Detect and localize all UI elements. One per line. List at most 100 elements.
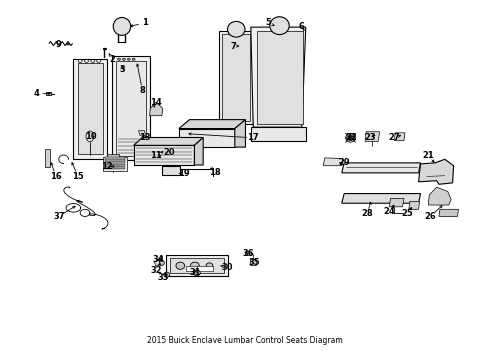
Text: 8: 8 — [139, 86, 145, 95]
Text: 13: 13 — [139, 133, 150, 142]
Polygon shape — [140, 149, 177, 154]
Polygon shape — [107, 154, 119, 166]
Text: 21: 21 — [422, 151, 433, 160]
Text: 14: 14 — [150, 98, 162, 107]
Polygon shape — [222, 33, 250, 121]
Text: 1: 1 — [142, 18, 147, 27]
Ellipse shape — [348, 135, 352, 138]
Text: 2: 2 — [109, 55, 115, 64]
Polygon shape — [105, 163, 124, 165]
Ellipse shape — [176, 262, 184, 269]
Bar — [186, 266, 212, 271]
Text: 35: 35 — [248, 258, 260, 267]
Polygon shape — [105, 157, 124, 158]
Text: 3: 3 — [119, 66, 124, 75]
Polygon shape — [427, 187, 450, 205]
Polygon shape — [133, 145, 194, 165]
Polygon shape — [105, 161, 124, 163]
Polygon shape — [257, 31, 302, 123]
Polygon shape — [393, 133, 404, 141]
Text: 24: 24 — [383, 207, 394, 216]
Text: 27: 27 — [387, 133, 399, 142]
Text: 22: 22 — [345, 133, 357, 142]
Ellipse shape — [84, 60, 88, 63]
Polygon shape — [154, 258, 163, 266]
Polygon shape — [105, 168, 124, 169]
Text: 5: 5 — [264, 18, 270, 27]
Polygon shape — [112, 56, 149, 160]
Ellipse shape — [113, 18, 130, 35]
Ellipse shape — [78, 60, 82, 63]
Polygon shape — [365, 132, 379, 141]
Ellipse shape — [190, 262, 199, 269]
Ellipse shape — [159, 260, 164, 265]
Ellipse shape — [132, 58, 135, 60]
Text: 6: 6 — [298, 22, 304, 31]
Polygon shape — [250, 27, 305, 127]
Polygon shape — [341, 194, 420, 203]
Text: 32: 32 — [150, 266, 162, 275]
Polygon shape — [116, 61, 145, 156]
Polygon shape — [105, 159, 124, 161]
Polygon shape — [133, 138, 203, 145]
Polygon shape — [408, 202, 419, 209]
Text: 7: 7 — [230, 41, 236, 50]
Bar — [46, 92, 51, 95]
Ellipse shape — [350, 136, 354, 139]
Text: 26: 26 — [424, 212, 435, 221]
Ellipse shape — [163, 272, 169, 277]
Ellipse shape — [348, 138, 352, 141]
Polygon shape — [103, 157, 126, 171]
Text: 10: 10 — [85, 132, 97, 141]
Ellipse shape — [97, 60, 101, 63]
Polygon shape — [179, 120, 245, 129]
Polygon shape — [162, 166, 180, 175]
Polygon shape — [250, 259, 256, 265]
Polygon shape — [341, 163, 420, 173]
Text: 9: 9 — [56, 40, 61, 49]
Text: 33: 33 — [157, 273, 168, 282]
Text: 29: 29 — [338, 158, 349, 167]
Text: 17: 17 — [247, 133, 259, 142]
Ellipse shape — [269, 17, 288, 35]
Text: 16: 16 — [50, 172, 61, 181]
Polygon shape — [179, 129, 234, 147]
Text: 36: 36 — [242, 249, 254, 258]
Text: 34: 34 — [152, 255, 163, 264]
Polygon shape — [138, 131, 146, 138]
Text: 18: 18 — [208, 168, 220, 177]
Ellipse shape — [117, 58, 120, 60]
Polygon shape — [245, 251, 251, 255]
Polygon shape — [250, 127, 305, 141]
Ellipse shape — [346, 136, 350, 139]
Polygon shape — [418, 159, 453, 184]
Ellipse shape — [122, 58, 125, 60]
Text: 19: 19 — [178, 169, 189, 178]
Text: 2015 Buick Enclave Lumbar Control Seats Diagram: 2015 Buick Enclave Lumbar Control Seats … — [146, 336, 342, 345]
Text: 11: 11 — [150, 151, 162, 160]
Text: 20: 20 — [163, 148, 175, 157]
Polygon shape — [194, 138, 203, 165]
Polygon shape — [165, 255, 227, 276]
Polygon shape — [149, 102, 163, 116]
Text: 31: 31 — [189, 268, 200, 277]
Ellipse shape — [205, 263, 212, 269]
Polygon shape — [169, 258, 224, 273]
Polygon shape — [45, 149, 50, 167]
Polygon shape — [438, 209, 458, 216]
Text: 28: 28 — [361, 210, 372, 219]
Text: 30: 30 — [221, 263, 233, 272]
Text: 15: 15 — [72, 172, 84, 181]
Polygon shape — [219, 31, 253, 123]
Polygon shape — [323, 158, 342, 166]
Polygon shape — [78, 63, 103, 154]
Ellipse shape — [193, 270, 200, 276]
Text: 23: 23 — [364, 133, 375, 142]
Polygon shape — [117, 58, 128, 66]
Text: 37: 37 — [53, 212, 64, 221]
Text: 4: 4 — [33, 89, 39, 98]
Text: 25: 25 — [401, 210, 412, 219]
Text: 12: 12 — [102, 162, 113, 171]
Polygon shape — [105, 166, 124, 167]
Polygon shape — [388, 199, 403, 207]
